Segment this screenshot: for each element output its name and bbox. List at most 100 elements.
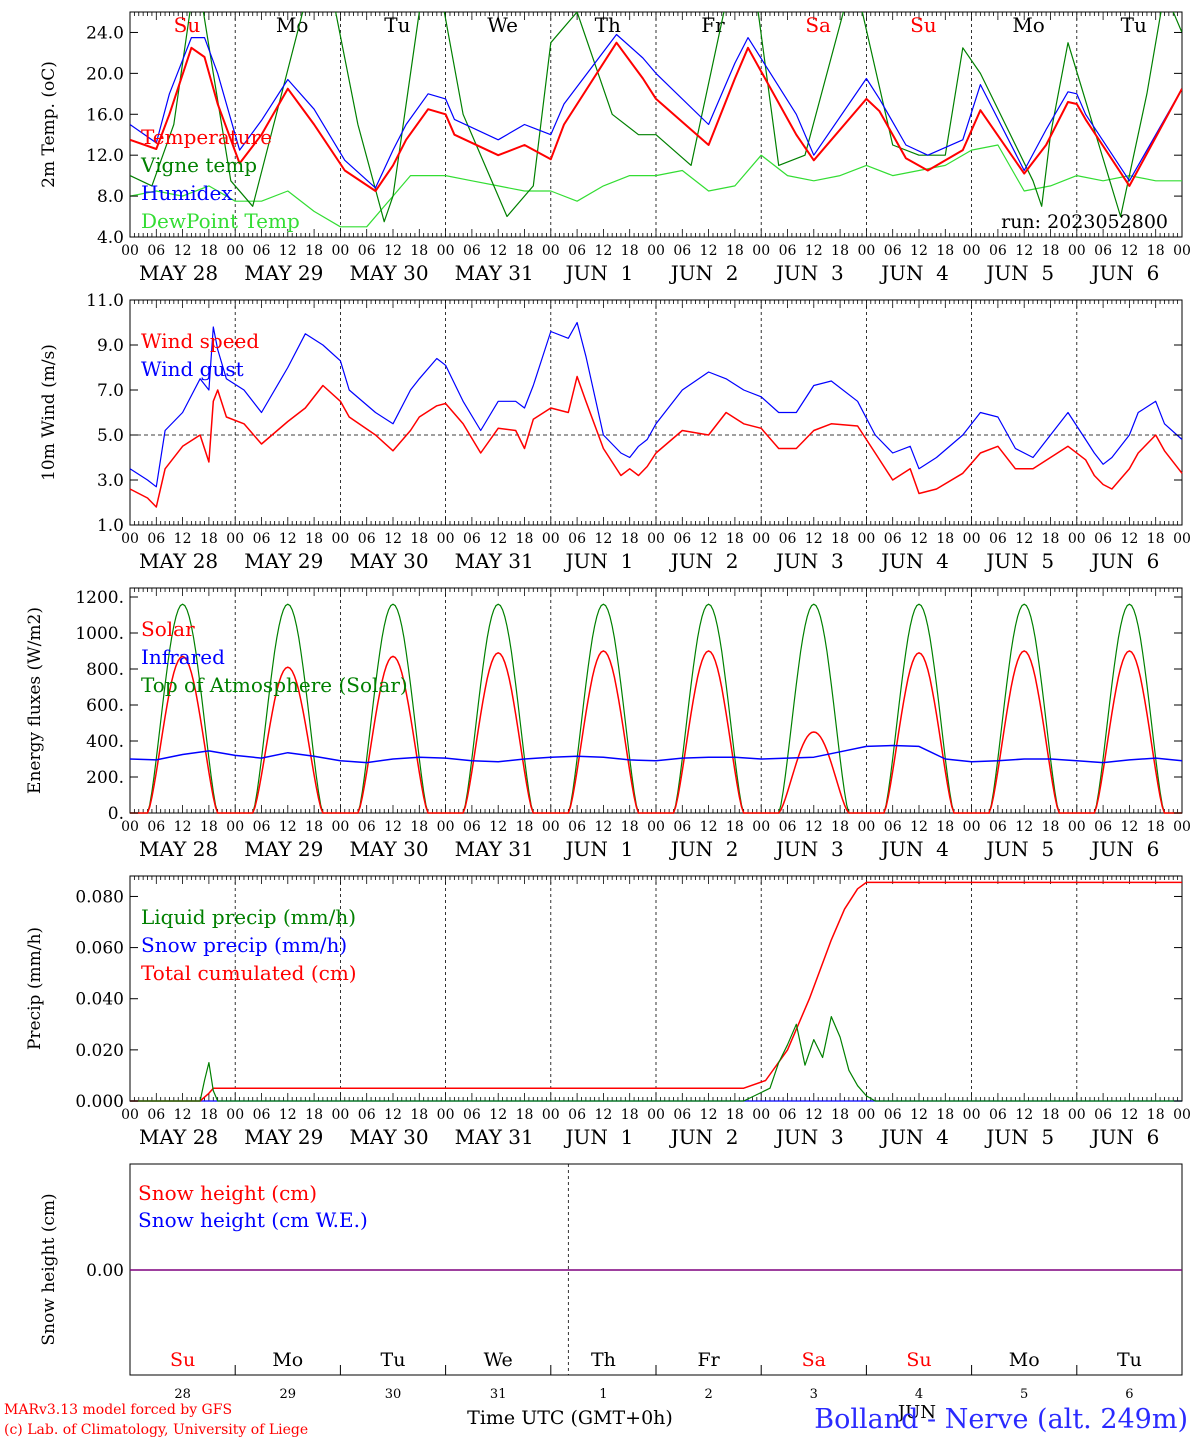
hour-tick-label: 06 [884, 819, 902, 835]
hour-tick-label: 00 [1173, 531, 1191, 547]
hour-tick-label: 06 [253, 1107, 271, 1123]
hour-tick-label: 00 [752, 531, 770, 547]
hour-tick-label: 00 [963, 819, 981, 835]
hour-tick-label: 12 [279, 531, 297, 547]
hour-tick-label: 06 [779, 531, 797, 547]
weekday-label: Tu [1117, 1349, 1142, 1371]
hour-tick-label: 06 [779, 819, 797, 835]
hour-tick-label: 00 [1068, 1107, 1086, 1123]
hour-tick-label: 18 [936, 243, 954, 259]
panel-2-legend: Solar Infrared Top of Atmosphere (Solar) [141, 617, 408, 697]
hour-tick-label: 00 [647, 1107, 665, 1123]
hour-tick-label: 12 [700, 243, 718, 259]
date-label: MAY 30 [349, 549, 428, 573]
series-line-2 [761, 603, 867, 814]
date-label: MAY 29 [244, 549, 323, 573]
hour-tick-label: 06 [673, 531, 691, 547]
hour-tick-label: 18 [410, 1107, 428, 1123]
plot-frame [129, 11, 1183, 238]
y-tick-label: 600. [86, 696, 124, 716]
hour-tick-label: 06 [673, 1107, 691, 1123]
legend-entry: Snow height (cm) [138, 1181, 317, 1205]
date-label: JUN 2 [669, 837, 739, 861]
hour-tick-label: 00 [963, 1107, 981, 1123]
hour-tick-label: 12 [174, 243, 192, 259]
series-line-0 [445, 651, 551, 814]
date-label: MAY 31 [455, 837, 534, 861]
series-line-2 [130, 881, 1182, 1102]
hour-tick-label: 12 [279, 1107, 297, 1123]
hour-tick-label: 12 [805, 531, 823, 547]
legend-entry: Total cumulated (cm) [141, 961, 357, 985]
date-label: JUN 6 [1089, 1125, 1159, 1149]
y-tick-label: 20.0 [86, 64, 124, 84]
y-tick-label: 0.00 [86, 1261, 124, 1281]
legend-entry: Humidex [141, 181, 233, 205]
hour-tick-label: 00 [226, 1107, 244, 1123]
series-line-0 [129, 375, 1183, 508]
hour-tick-label: 18 [200, 243, 218, 259]
series-line-0 [656, 650, 762, 814]
hour-tick-label: 06 [1094, 1107, 1112, 1123]
legend-entry: Snow precip (mm/h) [141, 933, 347, 957]
hour-tick-label: 18 [726, 531, 744, 547]
legend-entry: Infrared [141, 645, 225, 669]
hour-tick-label: 00 [1173, 243, 1191, 259]
date-label: MAY 29 [244, 261, 323, 285]
hour-tick-label: 18 [1147, 243, 1165, 259]
date-label: MAY 30 [349, 261, 428, 285]
date-label: MAY 30 [349, 837, 428, 861]
series-line-0 [130, 655, 236, 814]
series-line-0 [130, 1015, 1182, 1102]
hour-tick-label: 06 [989, 243, 1007, 259]
y-axis-label: Snow height (cm) [39, 1193, 59, 1345]
legend-entry: Liquid precip (mm/h) [141, 905, 356, 929]
hour-tick-label: 00 [752, 1107, 770, 1123]
y-axis-label: 10m Wind (m/s) [39, 344, 59, 481]
hour-tick-label: 06 [463, 1107, 481, 1123]
precip-series [130, 881, 1182, 1102]
weekday-label: Fr [697, 1349, 720, 1371]
hour-tick-label: 12 [805, 819, 823, 835]
hour-tick-label: 18 [1042, 1107, 1060, 1123]
series-line-0 [761, 731, 867, 814]
hour-tick-label: 06 [568, 243, 586, 259]
weekday-label: Su [170, 1349, 195, 1371]
panel-1-yaxis: 1.0 3.0 5.0 7.0 9.0 11.0 10m Wind (m/s) [39, 291, 1182, 536]
legend-entry: DewPoint Temp [141, 209, 300, 233]
day-number-label: 31 [490, 1387, 507, 1402]
hour-tick-label: 06 [463, 243, 481, 259]
weekday-label: Fr [701, 13, 725, 37]
day-number-label: 28 [174, 1387, 191, 1402]
date-label: JUN 3 [774, 837, 844, 861]
hour-tick-label: 18 [516, 819, 534, 835]
hour-tick-label: 00 [1173, 1107, 1191, 1123]
weekday-label: We [484, 1349, 513, 1371]
hour-tick-label: 18 [831, 243, 849, 259]
date-label: MAY 31 [455, 261, 534, 285]
y-axis-label: Precip (mm/h) [25, 927, 45, 1050]
date-label: JUN 2 [669, 1125, 739, 1149]
series-line-2 [1076, 603, 1182, 814]
x-axis-label: Time UTC (GMT+0h) [467, 1407, 673, 1429]
date-label: MAY 31 [455, 549, 534, 573]
hour-tick-label: 00 [857, 531, 875, 547]
hour-tick-label: 18 [936, 819, 954, 835]
hour-tick-label: 06 [147, 531, 165, 547]
date-label: MAY 31 [455, 1125, 534, 1149]
day-number-label: 1 [599, 1387, 607, 1402]
hour-tick-label: 12 [489, 243, 507, 259]
series-line-0 [1076, 650, 1182, 814]
weekday-label: Mo [1012, 13, 1045, 37]
hour-tick-label: 06 [989, 1107, 1007, 1123]
hour-tick-label: 00 [1068, 243, 1086, 259]
day-number-label: 4 [915, 1387, 923, 1402]
hour-tick-label: 12 [805, 243, 823, 259]
legend-entry: Snow height (cm W.E.) [138, 1208, 368, 1232]
y-tick-label: 0.080 [75, 887, 124, 907]
temperature-series [130, 12, 1182, 228]
legend-entry: Top of Atmosphere (Solar) [141, 673, 408, 697]
lab-credit: (c) Lab. of Climatology, University of L… [4, 1422, 308, 1438]
day-number-label: 2 [704, 1387, 712, 1402]
